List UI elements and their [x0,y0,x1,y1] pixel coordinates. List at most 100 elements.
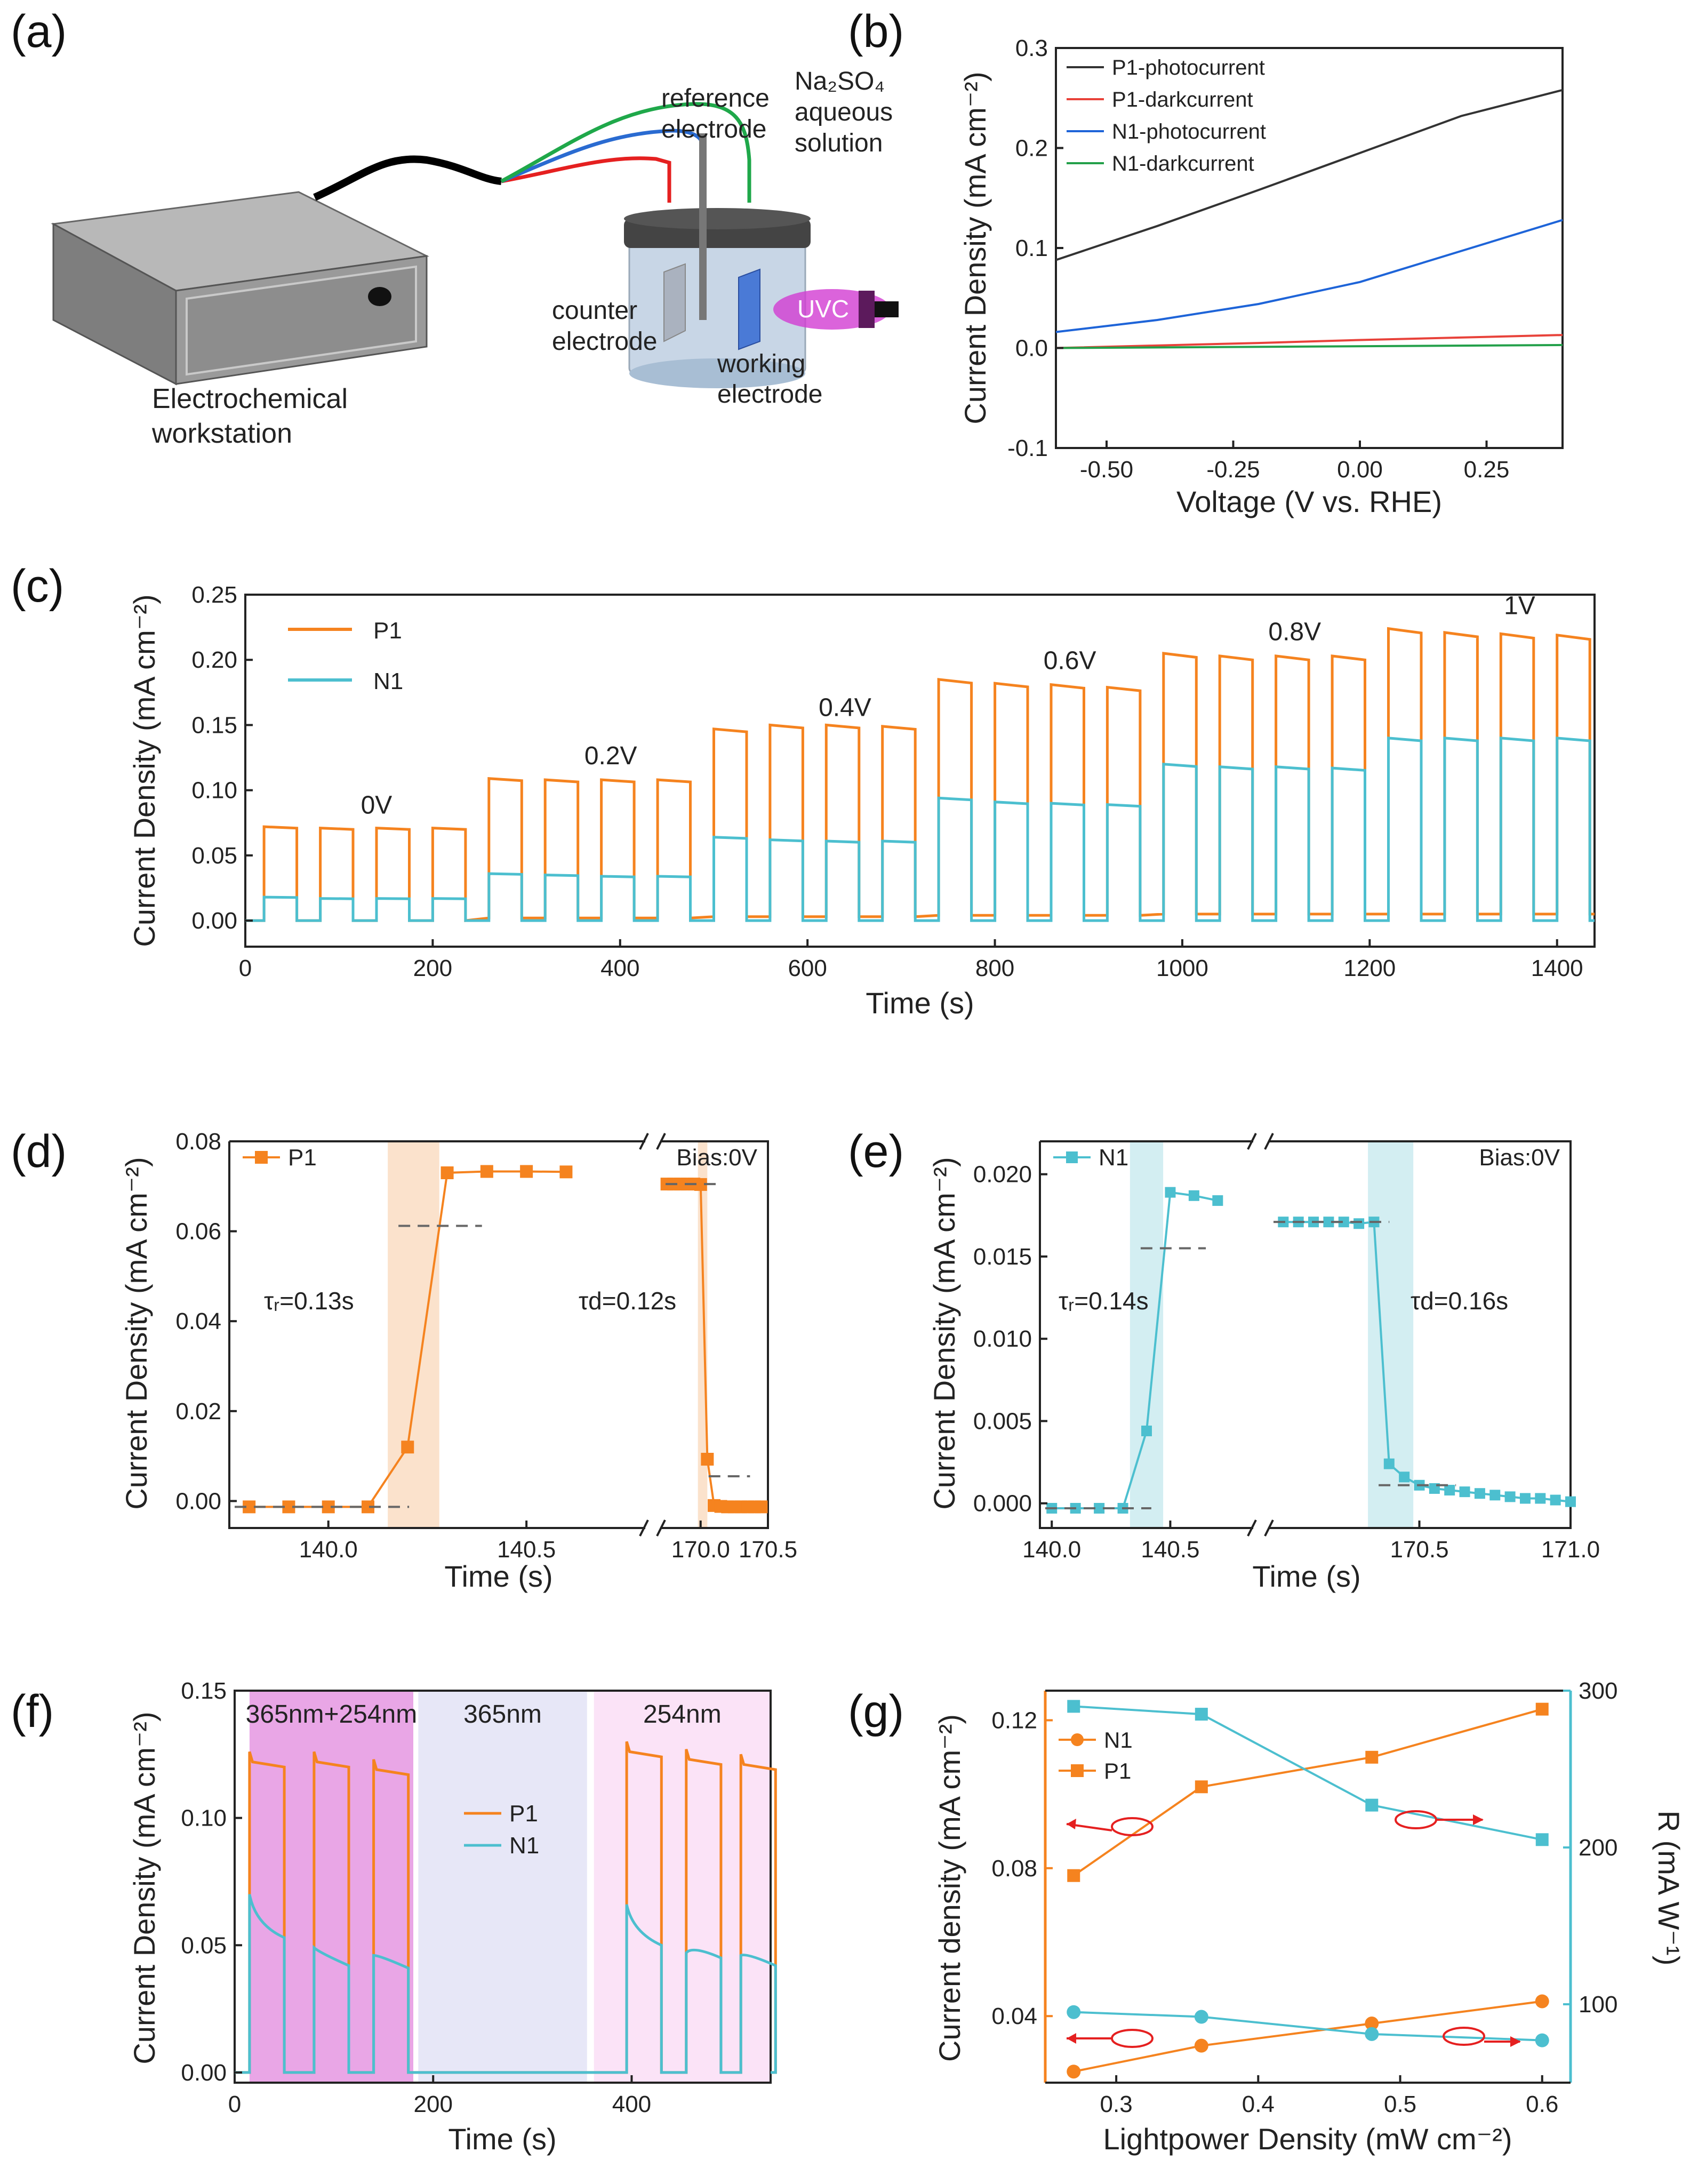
marker-e [1535,1493,1546,1504]
xtick-label-g: 0.6 [1526,2091,1558,2117]
xtick-label-f: 0 [228,2091,241,2117]
marker-d [755,1500,768,1514]
legend-g-label-p1: P1 [1104,1758,1131,1783]
marker-e [1399,1471,1410,1483]
ytick-label-e: 0.000 [973,1491,1032,1517]
series-c-P1 [245,627,1595,922]
xtick-label-f: 200 [414,2091,453,2117]
solution-label-3: solution [795,129,883,157]
xtick-label-g: 0.5 [1384,2091,1416,2117]
workstation-label-2: workstation [151,418,292,449]
ytick-label-f: 0.05 [181,1932,227,1958]
xtick-label-d: 140.5 [497,1537,556,1563]
ytick-label-c: 0.25 [191,582,237,608]
ytick-label-d: 0.06 [175,1219,221,1245]
indicator-arrowhead-3 [1067,2033,1076,2044]
indicator-arrowhead-2 [1473,1814,1484,1825]
marker-e [1165,1187,1176,1198]
region-label-2: 254nm [643,1700,722,1729]
panel-label-f: (f) [11,1686,54,1737]
chart-d-tau-d: τd=0.12s [579,1287,676,1315]
chart-f-xlabel: Time (s) [448,2122,556,2156]
marker-g-P1 [1195,1780,1208,1794]
chart-d-bias: Bias:0V [676,1145,757,1171]
marker-d [480,1165,493,1178]
marker-e [1323,1217,1334,1228]
illumination-region-0 [249,1691,413,2083]
ytick-label-d: 0.04 [175,1308,221,1334]
blue-wire [500,129,705,203]
xtick-label-d: 170.0 [671,1537,730,1563]
working-label-2: electrode [717,380,822,409]
chart-e: 140.0 140.5 170.5 171.0 0.000 0.005 0.010 0.015… [927,1133,1600,1593]
series-g-R-P1 [1074,1705,1543,1841]
marker-e [1504,1491,1516,1502]
chart-e-frame [1039,1140,1572,1529]
counter-label-1: counter [552,297,637,325]
marker-e [1338,1217,1349,1228]
xtick-label-c: 1000 [1156,955,1208,981]
ytick-label-e: 0.015 [973,1244,1032,1270]
xtick-label-d: 170.5 [739,1537,797,1563]
marker-g-N1 [1365,2017,1379,2031]
marker-g-P1 [1067,1869,1080,1882]
ytick-label-f: 0.15 [181,1678,227,1704]
series-g-N1 [1073,2000,1543,2073]
panel-label-e: (e) [848,1126,904,1177]
legend-f-label-p1: P1 [509,1801,538,1827]
ytick-label-g-right: 300 [1579,1678,1617,1704]
chart-c-ylabel: Current Density (mA cm⁻²) [127,594,161,947]
chart-d-xlabel: Time (s) [444,1559,552,1593]
ytick-label-e: 0.020 [973,1162,1032,1188]
chart-d-tau-r: τᵣ=0.13s [264,1287,354,1315]
marker-g-R-P1 [1195,1708,1208,1721]
legend-f-label-n1: N1 [509,1833,539,1859]
series-f-N1 [234,1894,777,2074]
chart-c: 0 200 400 600 800 1000 1200 1400 0.00 0.05 0.10 0.1… [127,582,1596,1020]
break-e-top-2 [1264,1133,1274,1150]
marker-e [1353,1218,1365,1229]
break-e-bottom-2 [1264,1519,1274,1537]
chart-b-ylabel: Current Density (mA cm⁻²) [958,71,992,424]
chart-g-legend: N1 P1 [1059,1727,1133,1783]
marker-e [1444,1485,1455,1496]
counter-electrode-plate [663,263,686,342]
ytick-label-e: 0.005 [973,1408,1032,1434]
chart-c-xlabel: Time (s) [866,986,974,1020]
ytick-label-c: 0.00 [191,908,237,934]
ytick-label-g-right: 200 [1579,1835,1617,1861]
ytick-label-g-left: 0.04 [991,2003,1037,2029]
marker-e [1383,1458,1395,1469]
legend-b-label-3: N1-darkcurrent [1112,152,1254,175]
legend-d-marker [255,1151,268,1164]
marker-g-P1 [1365,1750,1379,1764]
chart-e-tau-d: τd=0.16s [1411,1287,1508,1315]
break-d-top-1 [639,1133,649,1150]
break-d-bottom-2 [656,1519,666,1537]
chart-f-legend: P1 N1 [464,1801,539,1859]
marker-g-R-P1 [1067,1700,1080,1713]
xtick-label-b: -0.25 [1206,457,1260,483]
marker-g-R-N1 [1067,2005,1081,2019]
ytick-label-e: 0.010 [973,1326,1032,1352]
ytick-label-b: 0.3 [1015,35,1048,61]
marker-d [520,1165,533,1178]
ytick-label-c: 0.10 [191,778,237,804]
xtick-label-c: 800 [975,955,1014,981]
chart-b-xlabel: Voltage (V vs. RHE) [1176,485,1442,518]
marker-e [1565,1496,1576,1507]
legend-b-label-2: N1-photocurrent [1112,120,1266,143]
chart-d-break-marks [639,1133,666,1537]
chart-d-frame [228,1140,769,1529]
ytick-label-f: 0.00 [181,2060,227,2086]
series-e-seg1 [1283,1220,1571,1503]
chart-e-break-marks [1247,1133,1274,1537]
chart-f-ylabel: Current Density (mA cm⁻²) [127,1711,161,2064]
shade-d-1 [698,1141,708,1528]
marker-e [1212,1195,1223,1206]
chart-g-xlabel: Lightpower Density (mW cm⁻²) [1103,2122,1512,2156]
series-c-N1 [245,737,1595,922]
legend-d-label: P1 [288,1145,317,1171]
break-d-top-2 [656,1133,666,1150]
